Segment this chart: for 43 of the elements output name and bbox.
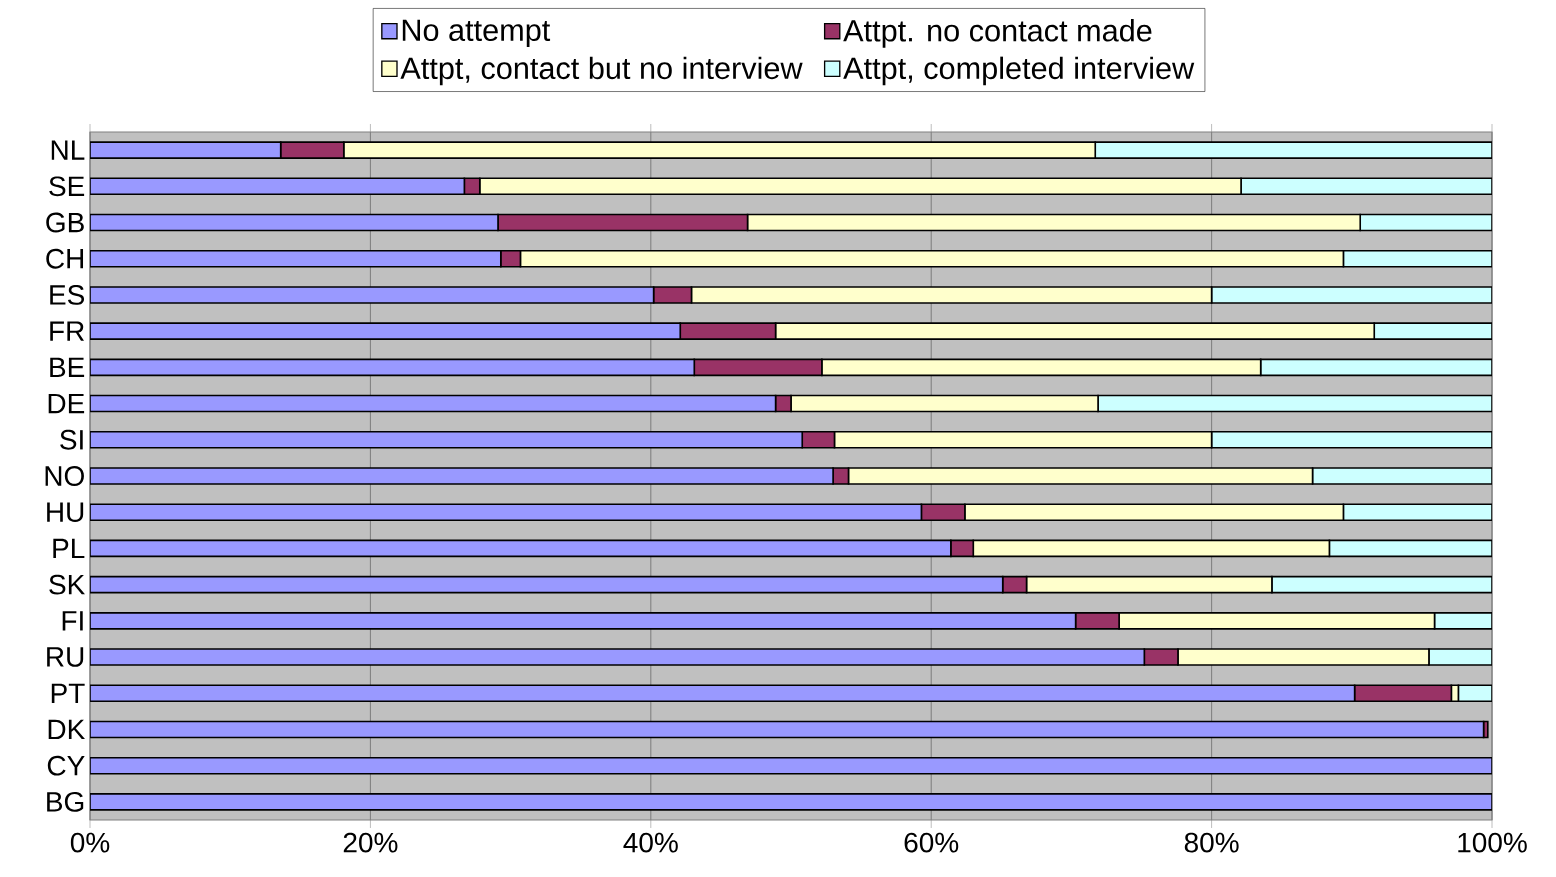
bar [1359,213,1493,232]
y-tick-label: GB [46,212,84,233]
bar [90,575,1004,594]
legend-label: Attpt, completed interview [843,56,1195,86]
y-tick-label: SI [60,429,83,450]
y-tick-label: RU [47,647,84,667]
y-tick-label: SK [49,574,85,595]
bar [90,539,952,558]
x-tick-label: 60% [904,832,959,853]
y-tick-label: FR [50,321,85,341]
bar [1240,177,1493,196]
y-tick-label: NL [51,140,85,160]
y-tick-label: BG [47,791,84,812]
y-tick-label: PL [53,538,85,559]
bar [1097,394,1493,413]
x-tick-label: 20% [343,832,398,853]
legend-label: Attpt, contact but no interview [400,56,803,86]
y-tick-label: ES [50,285,85,305]
legend-label: Attpt. no contact made [843,19,1152,48]
y-tick-label: FI [62,611,83,631]
x-tick-label: 40% [623,832,678,853]
bar [90,358,696,377]
y-tick-label: CY [47,755,85,776]
x-tick-label: 80% [1184,832,1239,853]
y-tick-label: PT [51,683,85,703]
y-tick-label: DK [48,719,85,740]
bar [90,756,1493,775]
y-tick-label: NO [45,466,84,486]
bar [90,177,466,196]
bar [90,394,777,413]
y-tick-label: HU [47,502,84,522]
bar [90,720,1485,739]
bar [1271,575,1493,594]
bar [1259,358,1493,377]
x-tick-label: 0% [70,832,110,853]
y-tick-label: DE [48,393,85,414]
bar [90,213,499,232]
y-tick-label: SE [49,176,85,197]
bar [1328,539,1493,558]
y-tick-label: BE [50,357,85,377]
x-tick-label: 100% [1458,832,1527,853]
y-tick-label: CH [46,248,84,269]
legend-label: No attempt [402,19,551,48]
